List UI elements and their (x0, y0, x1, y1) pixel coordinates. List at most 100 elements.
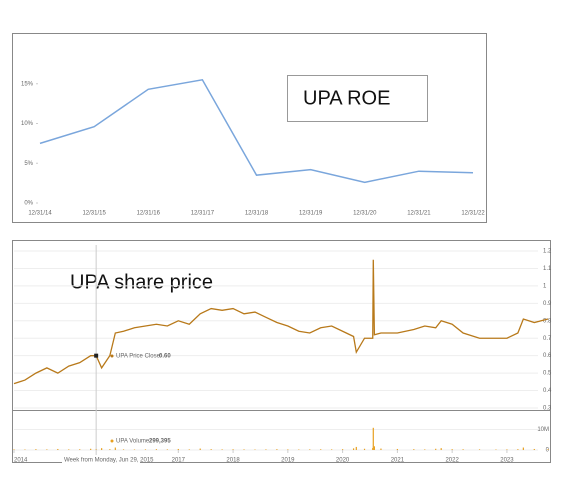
y-tick-label: 0% (24, 201, 33, 207)
x-tick-label: 2022 (445, 458, 459, 464)
x-tick-label: 12/31/14 (28, 211, 52, 217)
tooltip-date-bg (62, 456, 140, 464)
volume-bar (221, 449, 223, 450)
x-tick-label: 12/31/22 (461, 211, 485, 217)
y2-tick-label: 0 (546, 448, 550, 454)
volume-bar (451, 449, 453, 450)
volume-bar (114, 447, 116, 450)
volume-bar (90, 448, 92, 450)
volume-bar (372, 427, 374, 450)
volume-bar (363, 448, 366, 450)
volume-bar (331, 449, 333, 450)
x-tick-label: 12/31/20 (353, 211, 377, 217)
y-tick-label: 1.2 (543, 249, 552, 255)
volume-bar (396, 448, 398, 450)
price-frame (12, 240, 551, 463)
roe-frame (12, 33, 487, 223)
volume-bar (320, 449, 322, 450)
volume-bar (35, 449, 37, 450)
tooltip-value: 0.60 (159, 354, 171, 360)
volume-bar (462, 449, 464, 450)
volume-bar (287, 449, 289, 450)
volume-bar (109, 449, 111, 450)
volume-bar (380, 448, 382, 450)
volume-bar (355, 446, 357, 450)
volume-bar (122, 449, 125, 450)
volume-bar (276, 449, 278, 450)
tooltip-value: 299,395 (149, 439, 171, 445)
volume-bar (95, 449, 97, 450)
roe-annotation: UPA ROE (303, 87, 390, 109)
y-tick-label: 15% (21, 81, 34, 87)
volume-bar (533, 448, 535, 450)
volume-bar (13, 449, 15, 450)
tooltip-dot (110, 439, 114, 443)
roe-line (39, 78, 474, 184)
tooltip-label: UPA Price Close: (116, 354, 162, 360)
price-line (13, 259, 549, 385)
volume-bar (424, 449, 426, 450)
y-tick-label: 1.1 (543, 266, 552, 272)
x-tick-label: 12/31/15 (82, 211, 106, 217)
x-tick-label: 12/31/18 (245, 211, 269, 217)
volume-bar (352, 448, 355, 450)
volume-bar (506, 449, 508, 450)
x-tick-label: 12/31/21 (407, 211, 431, 217)
y-tick-label: 1 (543, 283, 547, 289)
x-tick-label: 2018 (226, 458, 240, 464)
volume-bar (265, 449, 267, 450)
y-tick-label: 0.7 (543, 336, 552, 342)
x-tick-label: 12/31/16 (137, 211, 161, 217)
volume-bar (243, 449, 245, 450)
x-tick-label: 2020 (336, 458, 350, 464)
x-tick-label: 12/31/19 (299, 211, 323, 217)
volume-bar (79, 449, 81, 450)
volume-bar (342, 449, 344, 450)
y-tick-label: 0.4 (543, 388, 552, 394)
x-tick-label: 2017 (172, 458, 186, 464)
volume-bar (373, 446, 375, 450)
volume-bar (440, 448, 442, 450)
y-tick-label: 0.5 (543, 371, 552, 377)
price-annotation: UPA share price (70, 271, 213, 293)
y-tick-label: 5% (24, 161, 33, 167)
volume-bar (495, 449, 497, 450)
y-tick-label: 10% (21, 121, 34, 127)
volume-bar (24, 449, 26, 450)
x-tick-label: 2023 (500, 458, 514, 464)
volume-bar (210, 449, 212, 450)
y-tick-label: 0.8 (543, 318, 552, 324)
tooltip-dot (110, 354, 114, 358)
tooltip-label: UPA Volume: (116, 439, 151, 445)
volume-bar (101, 448, 103, 450)
x-tick-label: 2019 (281, 458, 295, 464)
tooltip-marker (94, 353, 99, 358)
y2-tick-label: 10M (537, 427, 549, 433)
volume-bar (57, 448, 59, 450)
volume-bar (478, 449, 481, 450)
volume-bar (188, 449, 190, 450)
roe-annotation-box (287, 75, 428, 122)
volume-bar (177, 448, 179, 450)
volume-bar (413, 449, 415, 450)
volume-bar (254, 449, 256, 450)
volume-bar (298, 449, 300, 450)
tooltip-date: Week from Monday, Jun 29, 2015 (64, 458, 154, 464)
volume-bar (517, 449, 519, 450)
volume-bar (166, 449, 168, 450)
volume-bar (522, 447, 524, 450)
volume-bar (232, 449, 234, 450)
x-tick-label: 2021 (391, 458, 405, 464)
x-tick-label: 12/31/17 (191, 211, 215, 217)
y-tick-label: 0.6 (543, 353, 552, 359)
y-tick-label: 0.3 (543, 406, 552, 412)
x-tick-label: 2014 (14, 458, 28, 464)
volume-bar (133, 449, 136, 450)
volume-bar (309, 449, 311, 450)
y-tick-label: 0.9 (543, 301, 552, 307)
volume-bar (547, 449, 549, 450)
volume-bar (68, 449, 70, 450)
volume-bar (46, 449, 48, 450)
volume-bar (144, 449, 147, 450)
